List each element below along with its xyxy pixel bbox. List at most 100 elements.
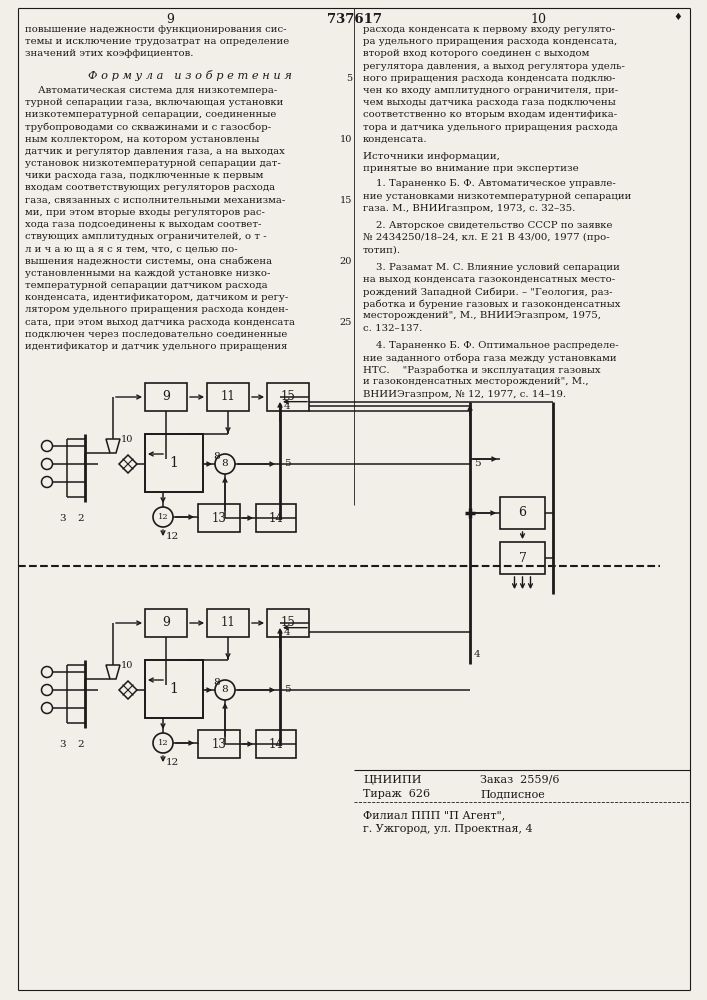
Bar bbox=[207, 609, 249, 637]
Text: 9: 9 bbox=[166, 13, 174, 26]
Text: входам соответствующих регуляторов расхода: входам соответствующих регуляторов расхо… bbox=[25, 183, 275, 192]
Text: датчик и регулятор давления газа, а на выходах: датчик и регулятор давления газа, а на в… bbox=[25, 147, 285, 156]
Text: 1. Тараненко Б. Ф. Автоматическое управле-: 1. Тараненко Б. Ф. Автоматическое управл… bbox=[363, 179, 616, 188]
Text: ВНИИЭгазпром, № 12, 1977, с. 14–19.: ВНИИЭгазпром, № 12, 1977, с. 14–19. bbox=[363, 390, 566, 399]
Text: конденсата, идентификатором, датчиком и регу-: конденсата, идентификатором, датчиком и … bbox=[25, 293, 288, 302]
Text: и газоконденсатных месторождений", М.,: и газоконденсатных месторождений", М., bbox=[363, 377, 589, 386]
Text: тотип).: тотип). bbox=[363, 245, 401, 254]
Text: 15: 15 bbox=[281, 616, 296, 630]
Text: газа, связанных с исполнительными механизма-: газа, связанных с исполнительными механи… bbox=[25, 196, 285, 205]
Text: 9: 9 bbox=[162, 616, 170, 630]
Bar bbox=[198, 504, 240, 532]
Text: ЦНИИПИ: ЦНИИПИ bbox=[363, 775, 421, 785]
Bar bbox=[145, 609, 187, 637]
Text: 8: 8 bbox=[213, 452, 220, 461]
Text: соответственно ко вторым входам идентифика-: соответственно ко вторым входам идентифи… bbox=[363, 110, 617, 119]
Text: газа. М., ВНИИгазпром, 1973, с. 32–35.: газа. М., ВНИИгазпром, 1973, с. 32–35. bbox=[363, 204, 575, 213]
Text: Источники информации,: Источники информации, bbox=[363, 152, 500, 161]
Text: низкотемпературной сепарации, соединенные: низкотемпературной сепарации, соединенны… bbox=[25, 110, 276, 119]
Text: чики расхода газа, подключенные к первым: чики расхода газа, подключенные к первым bbox=[25, 171, 264, 180]
Text: 10: 10 bbox=[121, 434, 134, 444]
Text: чен ко входу амплитудного ограничителя, при-: чен ко входу амплитудного ограничителя, … bbox=[363, 86, 618, 95]
Text: 10: 10 bbox=[339, 135, 352, 144]
Text: 14: 14 bbox=[269, 738, 284, 750]
Text: месторождений", М., ВНИИЭгазпром, 1975,: месторождений", М., ВНИИЭгазпром, 1975, bbox=[363, 311, 601, 320]
Text: 5: 5 bbox=[474, 459, 481, 468]
Text: 4: 4 bbox=[284, 628, 291, 637]
Text: темы и исключение трудозатрат на определение: темы и исключение трудозатрат на определ… bbox=[25, 37, 289, 46]
Text: ми, при этом вторые входы регуляторов рас-: ми, при этом вторые входы регуляторов ра… bbox=[25, 208, 265, 217]
Text: 737617: 737617 bbox=[327, 13, 382, 26]
Text: ♦: ♦ bbox=[674, 13, 682, 22]
Text: значений этих коэффициентов.: значений этих коэффициентов. bbox=[25, 49, 194, 58]
Text: 3: 3 bbox=[59, 740, 66, 749]
Text: с. 132–137.: с. 132–137. bbox=[363, 324, 422, 333]
Text: принятые во внимание при экспертизе: принятые во внимание при экспертизе bbox=[363, 164, 579, 173]
Text: 5: 5 bbox=[284, 459, 291, 468]
Text: 12: 12 bbox=[158, 739, 168, 747]
Text: № 2434250/18–24, кл. Е 21 В 43/00, 1977 (про-: № 2434250/18–24, кл. Е 21 В 43/00, 1977 … bbox=[363, 233, 609, 242]
Bar bbox=[267, 609, 309, 637]
Text: 15: 15 bbox=[281, 390, 296, 403]
Text: Ф о р м у л а   и з о б р е т е н и я: Ф о р м у л а и з о б р е т е н и я bbox=[88, 70, 292, 81]
Text: трубопроводами со скважинами и с газосбор-: трубопроводами со скважинами и с газосбо… bbox=[25, 122, 271, 132]
Text: 6: 6 bbox=[518, 506, 527, 520]
Text: установок низкотемпературной сепарации дат-: установок низкотемпературной сепарации д… bbox=[25, 159, 281, 168]
Text: НТС.    "Разработка и эксплуатация газовых: НТС. "Разработка и эксплуатация газовых bbox=[363, 365, 601, 375]
Bar bbox=[145, 383, 187, 411]
Text: 9: 9 bbox=[162, 390, 170, 403]
Text: 8: 8 bbox=[213, 678, 220, 687]
Text: 3: 3 bbox=[59, 514, 66, 523]
Text: 5: 5 bbox=[284, 685, 291, 694]
Bar bbox=[256, 730, 296, 758]
Bar bbox=[256, 504, 296, 532]
Text: 12: 12 bbox=[166, 532, 180, 541]
Text: 1: 1 bbox=[170, 456, 178, 470]
Text: 5: 5 bbox=[346, 74, 352, 83]
Text: подключен через последовательно соединенные: подключен через последовательно соединен… bbox=[25, 330, 287, 339]
Text: Автоматическая система для низкотемпера-: Автоматическая система для низкотемпера- bbox=[25, 86, 277, 95]
Text: 20: 20 bbox=[339, 257, 352, 266]
Text: 10: 10 bbox=[121, 660, 134, 670]
Text: работка и бурение газовых и газоконденсатных: работка и бурение газовых и газоконденса… bbox=[363, 299, 621, 309]
Bar bbox=[145, 434, 203, 492]
Text: Заказ  2559/6: Заказ 2559/6 bbox=[480, 775, 559, 785]
Text: идентификатор и датчик удельного приращения: идентификатор и датчик удельного прираще… bbox=[25, 342, 287, 351]
Bar bbox=[207, 383, 249, 411]
Text: тора и датчика удельного приращения расхода: тора и датчика удельного приращения расх… bbox=[363, 123, 618, 132]
Text: 14: 14 bbox=[269, 512, 284, 524]
Text: Филиал ППП "П Агент",: Филиал ППП "П Агент", bbox=[363, 810, 506, 820]
Text: л и ч а ю щ а я с я тем, что, с целью по-: л и ч а ю щ а я с я тем, что, с целью по… bbox=[25, 244, 238, 253]
Text: ние заданного отбора газа между установками: ние заданного отбора газа между установк… bbox=[363, 353, 617, 363]
Bar bbox=[145, 660, 203, 718]
Text: ра удельного приращения расхода конденсата,: ра удельного приращения расхода конденса… bbox=[363, 37, 617, 46]
Text: 4: 4 bbox=[284, 402, 291, 411]
Text: 3. Разамат М. С. Влияние условий сепарации: 3. Разамат М. С. Влияние условий сепарац… bbox=[363, 263, 620, 272]
Text: ствующих амплитудных ограничителей, о т -: ствующих амплитудных ограничителей, о т … bbox=[25, 232, 267, 241]
Text: повышение надежности функционирования сис-: повышение надежности функционирования си… bbox=[25, 25, 286, 34]
Text: 13: 13 bbox=[211, 512, 226, 524]
Bar bbox=[198, 730, 240, 758]
Text: 1: 1 bbox=[170, 682, 178, 696]
Bar bbox=[500, 542, 545, 574]
Text: ние установками низкотемпературной сепарации: ние установками низкотемпературной сепар… bbox=[363, 192, 631, 201]
Text: 4: 4 bbox=[474, 650, 481, 659]
Text: 4. Тараненко Б. Ф. Оптимальное распределе-: 4. Тараненко Б. Ф. Оптимальное распредел… bbox=[363, 341, 619, 350]
Text: расхода конденсата к первому входу регулято-: расхода конденсата к первому входу регул… bbox=[363, 25, 615, 34]
Text: 2: 2 bbox=[78, 740, 84, 749]
Text: 12: 12 bbox=[166, 758, 180, 767]
Text: 8: 8 bbox=[222, 686, 228, 694]
Text: установленными на каждой установке низко-: установленными на каждой установке низко… bbox=[25, 269, 270, 278]
Text: 11: 11 bbox=[221, 616, 235, 630]
Text: второй вход которого соединен с выходом: второй вход которого соединен с выходом bbox=[363, 49, 590, 58]
Text: хода газа подсоединены к выходам соответ-: хода газа подсоединены к выходам соответ… bbox=[25, 220, 262, 229]
Text: 8: 8 bbox=[222, 460, 228, 468]
Text: чем выходы датчика расхода газа подключены: чем выходы датчика расхода газа подключе… bbox=[363, 98, 616, 107]
Text: 12: 12 bbox=[158, 513, 168, 521]
Text: 15: 15 bbox=[339, 196, 352, 205]
Text: рождений Западной Сибири. – "Геология, раз-: рождений Западной Сибири. – "Геология, р… bbox=[363, 287, 612, 297]
Text: Подписное: Подписное bbox=[480, 789, 545, 799]
Text: 2. Авторское свидетельство СССР по заявке: 2. Авторское свидетельство СССР по заявк… bbox=[363, 221, 612, 230]
Text: лятором удельного приращения расхода конден-: лятором удельного приращения расхода кон… bbox=[25, 305, 288, 314]
Text: ным коллектором, на котором установлены: ным коллектором, на котором установлены bbox=[25, 135, 259, 144]
